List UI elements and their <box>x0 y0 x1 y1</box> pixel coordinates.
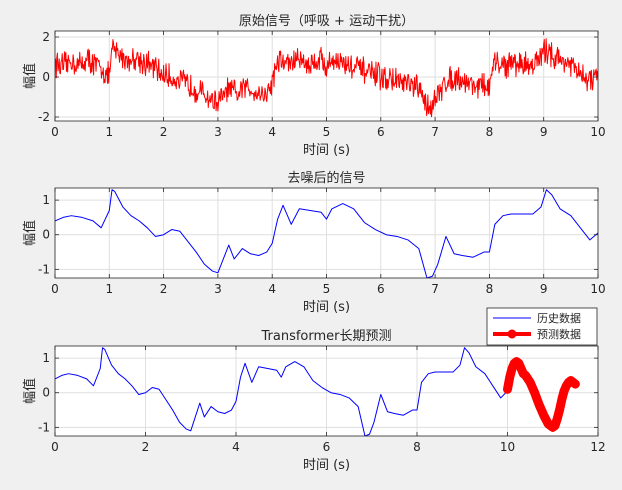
y-tick-label: -2 <box>38 110 50 124</box>
legend-entry-1: 历史数据 <box>537 311 581 325</box>
y-tick-label: 0 <box>42 70 50 84</box>
chart-title: 原始信号（呼吸 + 运动干扰） <box>239 14 414 29</box>
x-tick-label: 7 <box>431 125 439 139</box>
x-tick-label: 5 <box>323 282 331 296</box>
x-tick-label: 8 <box>486 282 494 296</box>
y-tick-label: 0 <box>42 228 50 242</box>
series-line-1 <box>55 347 508 436</box>
x-tick-label: 9 <box>540 125 548 139</box>
x-tick-label: 4 <box>268 282 276 296</box>
y-tick-label: -1 <box>38 420 50 434</box>
series-line-2 <box>503 357 580 432</box>
x-tick-label: 1 <box>105 125 113 139</box>
chart-title: 去噪后的信号 <box>287 170 365 186</box>
series-line-1 <box>55 38 598 118</box>
x-tick-label: 8 <box>486 125 494 139</box>
x-axis-label: 时间 (s) <box>303 300 350 315</box>
y-axis-label: 幅值 <box>22 378 38 404</box>
x-tick-label: 4 <box>232 440 240 454</box>
x-tick-label: 9 <box>540 282 548 296</box>
x-tick-label: 4 <box>268 125 276 139</box>
x-tick-label: 3 <box>214 125 222 139</box>
series-line-1 <box>55 189 598 278</box>
x-axis-label: 时间 (s) <box>303 458 350 473</box>
y-tick-label: 1 <box>42 351 50 365</box>
x-tick-label: 2 <box>160 125 168 139</box>
x-tick-label: 10 <box>590 282 605 296</box>
x-tick-label: 6 <box>323 440 331 454</box>
x-tick-label: 3 <box>214 282 222 296</box>
x-tick-label: 10 <box>500 440 515 454</box>
x-tick-label: 1 <box>105 282 113 296</box>
x-axis-label: 时间 (s) <box>303 143 350 158</box>
legend-entry-2: 预测数据 <box>537 327 581 341</box>
legend-box <box>486 307 598 346</box>
x-tick-label: 0 <box>51 440 59 454</box>
y-axis-label: 幅值 <box>22 220 38 246</box>
x-tick-label: 5 <box>323 125 331 139</box>
y-tick-label: -1 <box>38 262 50 276</box>
y-tick-label: 0 <box>42 386 50 400</box>
x-tick-label: 12 <box>590 440 605 454</box>
x-tick-label: 7 <box>431 282 439 296</box>
x-tick-label: 10 <box>590 125 605 139</box>
y-tick-label: 1 <box>42 193 50 207</box>
x-tick-label: 6 <box>377 282 385 296</box>
legend-marker-2 <box>507 329 517 339</box>
y-tick-label: 2 <box>42 30 50 44</box>
y-axis-label: 幅值 <box>22 63 38 89</box>
x-tick-label: 0 <box>51 282 59 296</box>
x-tick-label: 2 <box>142 440 150 454</box>
chart-title: Transformer长期预测 <box>260 329 391 344</box>
x-tick-label: 6 <box>377 125 385 139</box>
x-tick-label: 2 <box>160 282 168 296</box>
x-tick-label: 8 <box>413 440 421 454</box>
x-tick-label: 0 <box>51 125 59 139</box>
